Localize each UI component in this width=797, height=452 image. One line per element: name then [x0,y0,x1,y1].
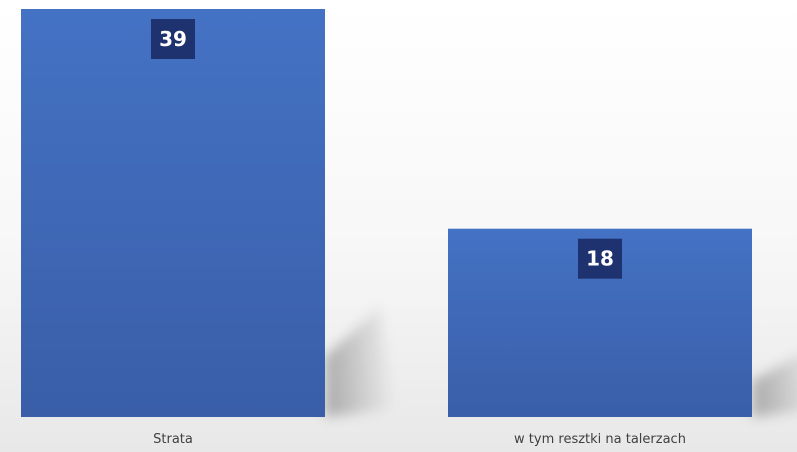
bar-shadow [752,356,797,417]
bar-shadow [325,307,395,417]
bar-0 [21,9,325,417]
data-label-box [578,238,622,279]
data-labels-group: 39 18 [151,19,622,279]
bar-shadows [325,307,797,417]
data-label: 18 [586,247,614,271]
bars-group [21,9,752,417]
category-labels-group: Strata w tym resztki na talerzach [153,432,686,447]
category-label: Strata [153,432,193,447]
data-label-box [151,19,195,59]
data-label: 39 [159,27,187,51]
category-label: w tym resztki na talerzach [514,432,686,447]
